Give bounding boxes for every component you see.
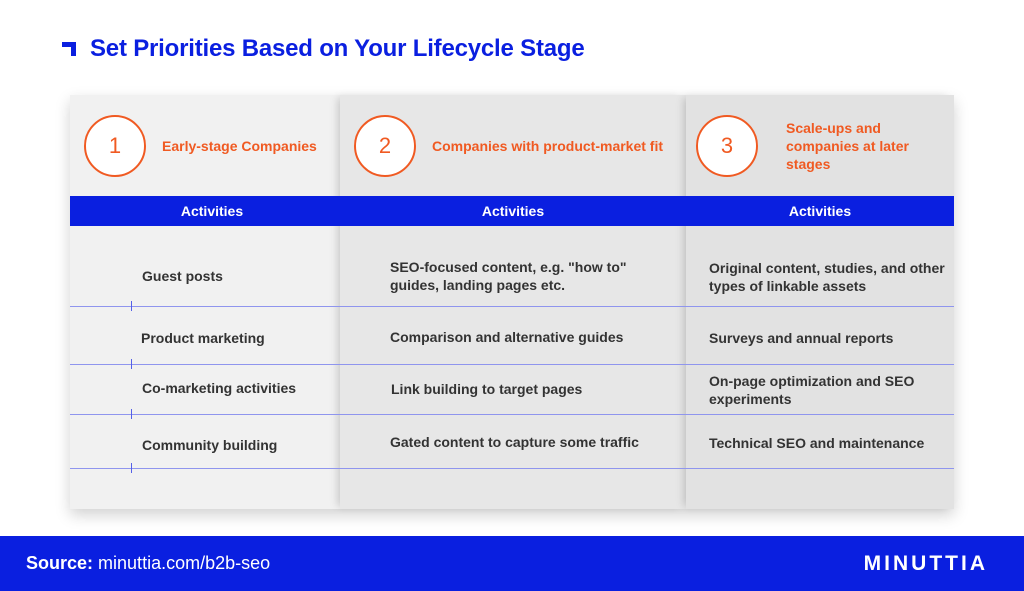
page-title: Set Priorities Based on Your Lifecycle S… <box>90 35 585 62</box>
activities-header: Activities <box>788 203 852 219</box>
stage-column-3: 3 Scale-ups and companies at later stage… <box>686 95 954 509</box>
stage-header: 3 Scale-ups and companies at later stage… <box>686 95 954 196</box>
stage-column-2: 2 Companies with product-market fit <box>340 95 686 509</box>
activity-item: On-page optimization and SEO experiments <box>709 373 915 407</box>
stage-number-badge: 2 <box>354 114 416 177</box>
activity-item: Co-marketing activities <box>142 380 297 396</box>
activity-item: Gated content to capture some traffic <box>390 434 639 450</box>
stage-header: 1 Early-stage Companies <box>70 95 340 196</box>
lifecycle-table: 1 Early-stage Companies 2 Companies with… <box>70 95 954 509</box>
corner-bracket-icon <box>62 42 76 56</box>
activity-item: Technical SEO and maintenance <box>709 435 925 451</box>
stage-number-badge: 1 <box>84 114 146 177</box>
minuttia-logo: MINUTTIA <box>863 552 988 575</box>
row-tick <box>131 301 132 311</box>
activity-item: Surveys and annual reports <box>709 330 894 346</box>
source-line: Source: minuttia.com/b2b-seo <box>26 536 270 591</box>
activity-item: Community building <box>142 437 278 453</box>
row-divider <box>70 468 954 469</box>
activity-item: Original content, studies, and other typ… <box>709 260 945 294</box>
source-label: Source: <box>26 553 94 573</box>
row-divider <box>70 364 954 365</box>
source-link[interactable]: minuttia.com/b2b-seo <box>98 553 271 573</box>
row-tick <box>131 463 132 473</box>
row-divider <box>70 414 954 415</box>
footer-bar: Source: minuttia.com/b2b-seo MINUTTIA <box>0 536 1024 591</box>
activity-item: Comparison and alternative guides <box>390 329 624 345</box>
activities-header: Activities <box>180 203 244 219</box>
header: Set Priorities Based on Your Lifecycle S… <box>62 34 585 64</box>
stage-label: Companies with product-market fit <box>432 137 664 154</box>
activity-item: Product marketing <box>141 330 265 346</box>
activity-item: Link building to target pages <box>391 381 583 397</box>
activity-item: Guest posts <box>142 268 223 284</box>
stage-label: Early-stage Companies <box>162 137 317 154</box>
stage-label: Scale-ups and companies at later stages <box>786 119 909 172</box>
activities-header: Activities <box>481 203 545 219</box>
stage-header: 2 Companies with product-market fit <box>340 95 686 196</box>
row-tick <box>131 359 132 369</box>
row-tick <box>131 409 132 419</box>
activities-header-bar: Activities Activities Activities <box>70 196 954 226</box>
activity-item: SEO-focused content, e.g. "how to" guide… <box>390 259 627 293</box>
row-divider <box>70 306 954 307</box>
stage-number-badge: 3 <box>696 114 758 177</box>
stage-column-1: 1 Early-stage Companies <box>70 95 340 509</box>
